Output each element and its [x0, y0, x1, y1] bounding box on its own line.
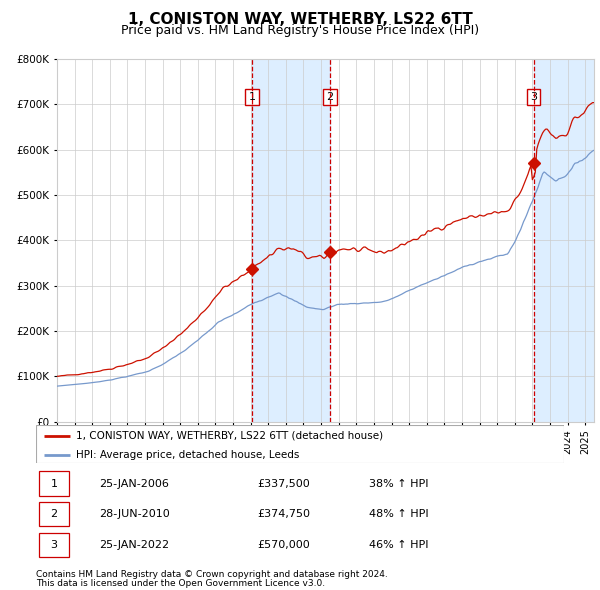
Text: 25-JAN-2022: 25-JAN-2022 — [100, 540, 169, 550]
Text: 46% ↑ HPI: 46% ↑ HPI — [368, 540, 428, 550]
Text: 25-JAN-2006: 25-JAN-2006 — [100, 478, 169, 489]
Text: 3: 3 — [530, 92, 537, 102]
Text: 1, CONISTON WAY, WETHERBY, LS22 6TT: 1, CONISTON WAY, WETHERBY, LS22 6TT — [128, 12, 472, 27]
Text: £337,500: £337,500 — [258, 478, 311, 489]
Text: Price paid vs. HM Land Registry's House Price Index (HPI): Price paid vs. HM Land Registry's House … — [121, 24, 479, 37]
Bar — [533, 59, 594, 422]
Text: HPI: Average price, detached house, Leeds: HPI: Average price, detached house, Leed… — [76, 450, 299, 460]
FancyBboxPatch shape — [38, 471, 69, 496]
Text: This data is licensed under the Open Government Licence v3.0.: This data is licensed under the Open Gov… — [36, 579, 325, 588]
FancyBboxPatch shape — [38, 533, 69, 557]
Text: 28-JUN-2010: 28-JUN-2010 — [100, 509, 170, 519]
Text: 3: 3 — [50, 540, 58, 550]
FancyBboxPatch shape — [36, 425, 564, 463]
Text: 1: 1 — [50, 478, 58, 489]
Text: £374,750: £374,750 — [258, 509, 311, 519]
Text: 1, CONISTON WAY, WETHERBY, LS22 6TT (detached house): 1, CONISTON WAY, WETHERBY, LS22 6TT (det… — [76, 431, 383, 441]
Text: 2: 2 — [326, 92, 334, 102]
Text: 38% ↑ HPI: 38% ↑ HPI — [368, 478, 428, 489]
Bar — [252, 59, 330, 422]
FancyBboxPatch shape — [38, 502, 69, 526]
Text: 2: 2 — [50, 509, 58, 519]
Text: £570,000: £570,000 — [258, 540, 311, 550]
Text: Contains HM Land Registry data © Crown copyright and database right 2024.: Contains HM Land Registry data © Crown c… — [36, 571, 388, 579]
Text: 48% ↑ HPI: 48% ↑ HPI — [368, 509, 428, 519]
Text: 1: 1 — [248, 92, 256, 102]
